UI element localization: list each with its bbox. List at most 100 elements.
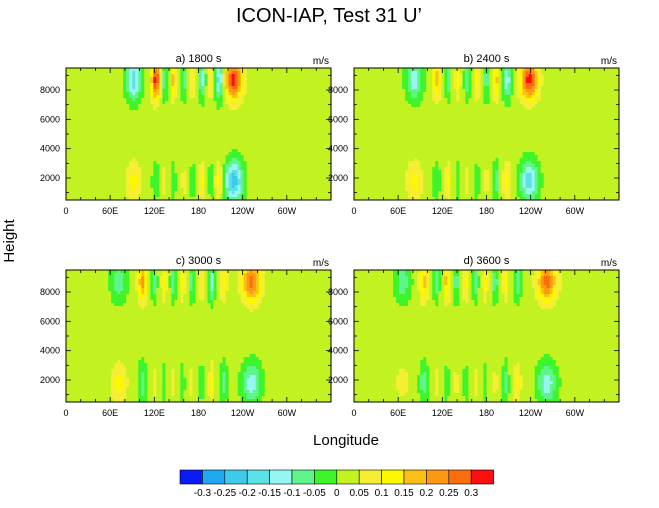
cell [192, 80, 196, 84]
cell [387, 152, 391, 156]
cell [264, 125, 269, 129]
cell [141, 101, 145, 105]
cell [81, 128, 85, 132]
cell [78, 197, 82, 201]
cell [378, 143, 382, 147]
cell [153, 164, 157, 168]
cell [99, 110, 103, 114]
cell [270, 128, 275, 132]
cell [327, 77, 332, 81]
cell [252, 188, 257, 192]
cell [285, 89, 290, 93]
cell [102, 92, 106, 96]
cell [234, 185, 238, 189]
cell [396, 83, 400, 87]
cell [102, 155, 106, 159]
cell [366, 122, 370, 126]
cell [192, 143, 196, 147]
cell [267, 146, 272, 150]
cell [177, 197, 181, 201]
cell [96, 74, 100, 78]
cell [120, 185, 124, 189]
cell [183, 179, 187, 183]
cell [153, 134, 157, 138]
cell [405, 161, 409, 165]
cell [225, 98, 229, 102]
cell [153, 89, 157, 93]
cell [291, 74, 296, 78]
cell [126, 113, 130, 117]
cell [417, 101, 421, 105]
cell [252, 68, 257, 72]
cell [291, 167, 296, 171]
field-a [66, 68, 332, 201]
cell [180, 179, 184, 183]
cell [183, 164, 187, 168]
cell [216, 191, 220, 195]
cell [165, 152, 169, 156]
cell [153, 125, 157, 129]
cell [168, 83, 172, 87]
cell [165, 188, 169, 192]
cell [360, 149, 364, 153]
cell [288, 71, 293, 75]
cell [300, 155, 305, 159]
cell [201, 182, 205, 186]
cell [114, 74, 118, 78]
cell [387, 167, 391, 171]
cell [93, 77, 97, 81]
cell [399, 191, 403, 195]
cell [75, 125, 79, 129]
cell [78, 167, 82, 171]
cell [375, 80, 379, 84]
cell [354, 137, 358, 141]
cell [141, 167, 145, 171]
cell [423, 95, 427, 99]
cell [171, 179, 175, 183]
cell [249, 83, 254, 87]
cell [243, 134, 248, 138]
cell [129, 74, 133, 78]
cell [153, 176, 157, 180]
cell [102, 113, 106, 117]
cell [291, 155, 296, 159]
cell [288, 74, 293, 78]
cell [135, 89, 139, 93]
cell [102, 122, 106, 126]
cell [360, 80, 364, 84]
cell [366, 167, 370, 171]
cell [189, 170, 193, 174]
cell [114, 188, 118, 192]
cell [402, 113, 406, 117]
cell [393, 101, 397, 105]
cell [231, 68, 235, 72]
cell [87, 104, 91, 108]
cell [222, 194, 226, 198]
cell [222, 74, 226, 78]
cell [84, 149, 88, 153]
cell [153, 110, 157, 114]
cell [354, 164, 358, 168]
cell [165, 116, 169, 120]
cell [420, 98, 424, 102]
cell [195, 131, 199, 135]
cell [141, 86, 145, 90]
cell [396, 95, 400, 99]
cell [87, 176, 91, 180]
cell [195, 113, 199, 117]
cell [144, 155, 148, 159]
cell [318, 68, 323, 72]
cell [279, 155, 284, 159]
cell [120, 95, 124, 99]
cell [288, 167, 293, 171]
cell [267, 170, 272, 174]
cell [273, 104, 278, 108]
cell [189, 191, 193, 195]
cell [117, 125, 121, 129]
cell [294, 104, 299, 108]
cell [156, 197, 160, 201]
cell [258, 149, 263, 153]
cell [135, 185, 139, 189]
cell [186, 104, 190, 108]
cell [420, 104, 424, 108]
